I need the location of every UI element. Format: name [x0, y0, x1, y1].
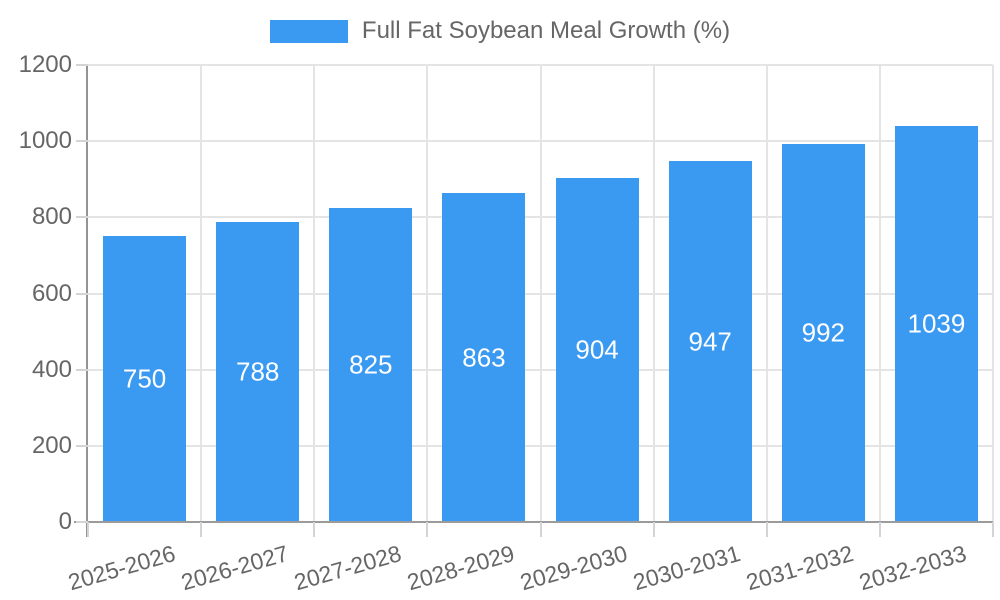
bar-value-label: 947 — [688, 326, 732, 357]
y-axis-tick-label: 1200 — [18, 51, 72, 78]
x-gridline — [765, 65, 768, 522]
bar-value-label: 788 — [235, 356, 280, 387]
x-axis-tick-label: 2030-2031 — [630, 540, 744, 596]
x-axis-tick-label: 2029-2030 — [517, 540, 631, 596]
y-tick-mark — [76, 368, 88, 371]
legend-label: Full Fat Soybean Meal Growth (%) — [361, 17, 731, 44]
chart-legend[interactable]: Full Fat Soybean Meal Growth (%) — [0, 17, 1000, 45]
x-tick-mark — [878, 522, 881, 537]
x-tick-mark — [539, 522, 542, 537]
bar[interactable] — [329, 207, 413, 522]
bar-value-label: 992 — [801, 317, 846, 348]
y-axis-tick-label: 200 — [31, 431, 72, 459]
x-gridline — [426, 65, 429, 522]
bar-value-label: 904 — [575, 334, 619, 365]
bar[interactable] — [668, 161, 752, 522]
bar[interactable] — [555, 177, 639, 522]
y-axis-tick-label: 400 — [31, 355, 72, 383]
y-axis-line — [86, 65, 88, 537]
y-axis-tick-label: 0 — [58, 508, 72, 535]
plot-area: 750 788 825 863 904 947 992 1039 — [88, 64, 994, 522]
x-axis-tick-label: 2032-2033 — [856, 540, 970, 596]
x-gridline — [539, 65, 542, 522]
x-axis-tick-label: 2026-2027 — [177, 540, 291, 596]
bar-value-label: 825 — [349, 349, 393, 380]
y-tick-mark — [76, 140, 88, 143]
x-tick-mark — [200, 522, 203, 537]
bar[interactable] — [442, 193, 526, 522]
x-tick-mark — [87, 522, 89, 537]
x-axis-tick-label: 2031-2032 — [743, 540, 857, 596]
y-tick-mark — [76, 444, 88, 447]
x-axis-tick-label: 2027-2028 — [291, 540, 404, 596]
x-tick-mark — [652, 522, 655, 537]
x-gridline — [200, 65, 203, 522]
legend-swatch-icon — [269, 19, 348, 43]
y-tick-mark — [76, 216, 88, 219]
y-axis-tick-label: 1000 — [18, 127, 72, 155]
x-axis-tick-label: 2028-2029 — [404, 540, 518, 596]
y-tick-mark — [76, 64, 88, 66]
bar-value-label: 863 — [462, 342, 506, 373]
x-gridline — [313, 65, 316, 522]
y-axis-tick-label: 600 — [31, 279, 72, 307]
x-axis-line — [74, 521, 993, 523]
x-tick-mark — [992, 522, 994, 537]
bar[interactable] — [894, 126, 978, 522]
y-tick-mark — [76, 521, 88, 523]
x-tick-mark — [313, 522, 316, 537]
bar[interactable] — [216, 221, 300, 522]
bar-value-label: 750 — [122, 363, 167, 394]
bar[interactable] — [781, 144, 865, 522]
x-axis-tick-label: 2025-2026 — [64, 540, 178, 596]
x-tick-mark — [426, 522, 429, 537]
x-gridline — [878, 65, 881, 522]
bar-value-label: 1039 — [907, 308, 966, 339]
y-tick-mark — [76, 292, 88, 295]
bar[interactable] — [103, 236, 187, 522]
y-axis-tick-label: 800 — [31, 203, 72, 231]
x-gridline — [652, 65, 655, 522]
x-tick-mark — [765, 522, 768, 537]
x-gridline — [992, 65, 994, 522]
